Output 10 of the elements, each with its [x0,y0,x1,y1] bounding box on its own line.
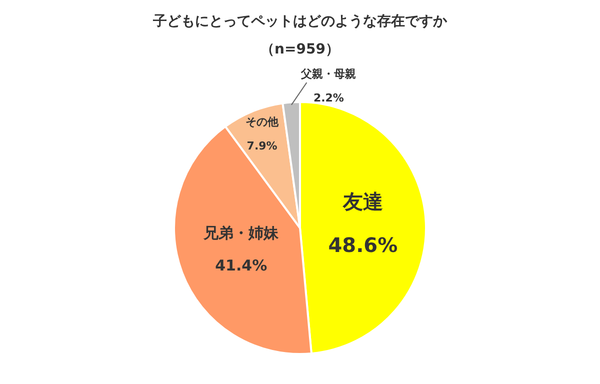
slice-label: 父親・母親 [300,68,356,81]
slice-label: 友達 [342,190,383,214]
chart-subtitle: （n=959） [260,42,340,58]
data-label: 41.4% [215,256,268,274]
slice-label: 兄弟・姉妹 [202,224,280,242]
data-label: 2.2% [313,91,344,104]
data-label: 48.6% [328,232,398,257]
data-label: 7.9% [246,139,278,152]
chart-title: 子どもにとってペットはどのような存在ですか [152,14,448,30]
slice-label: その他 [246,116,280,129]
